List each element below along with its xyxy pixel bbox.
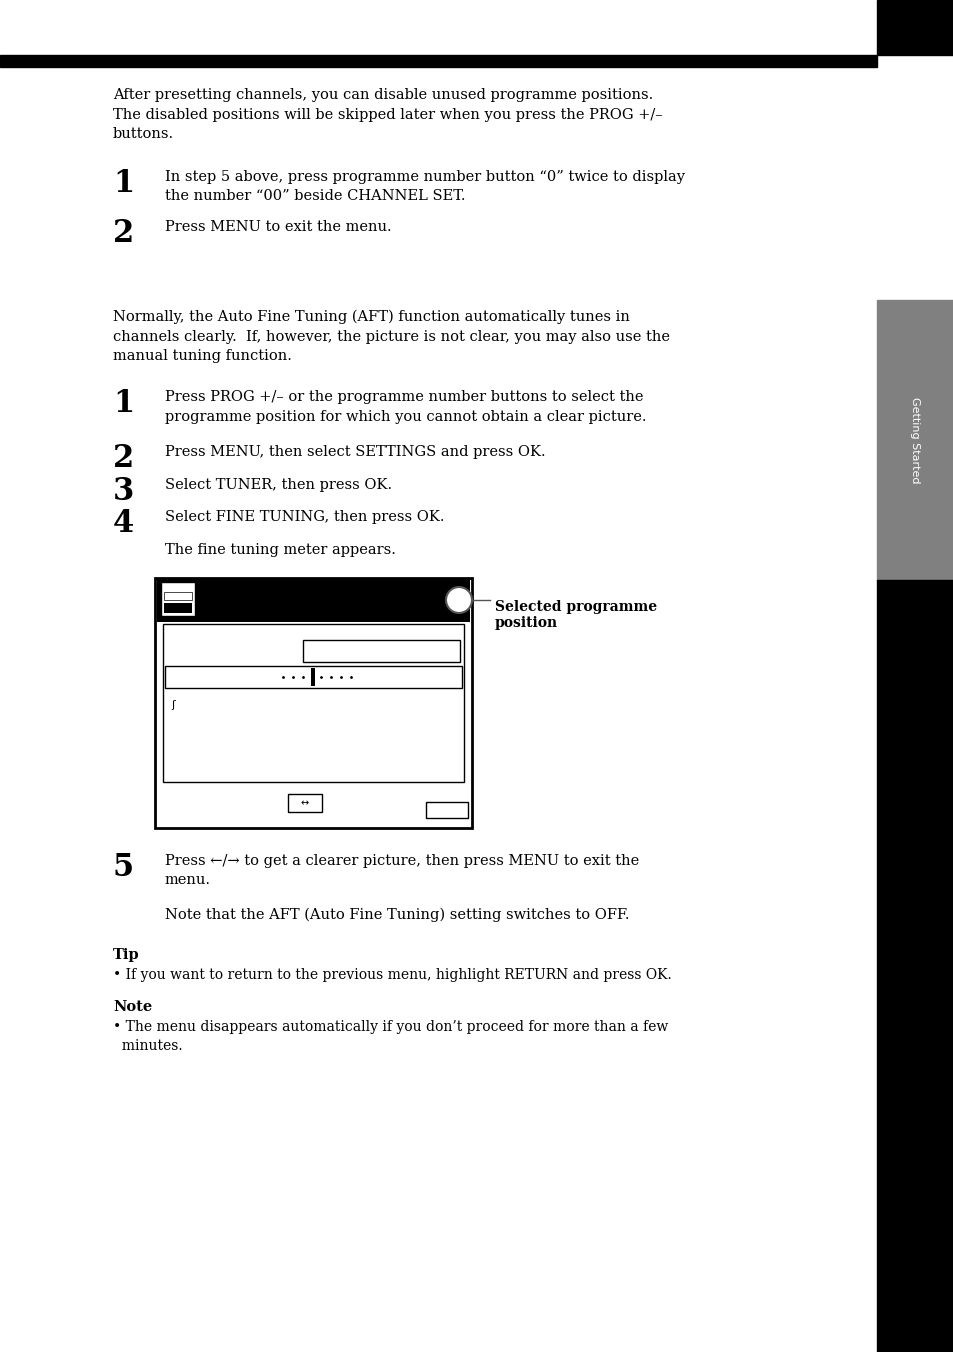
Bar: [154, 579, 472, 827]
Text: 1: 1: [112, 168, 134, 199]
Text: 3: 3: [112, 476, 134, 507]
Text: Normally, the Auto Fine Tuning (AFT) function automatically tunes in
channels cl: Normally, the Auto Fine Tuning (AFT) fun…: [112, 310, 669, 364]
Text: ʃ: ʃ: [171, 700, 174, 710]
Text: Select FINE TUNING, then press OK.: Select FINE TUNING, then press OK.: [165, 510, 444, 525]
Bar: [164, 592, 192, 600]
Circle shape: [446, 587, 472, 612]
Text: 5: 5: [112, 852, 134, 883]
Bar: [164, 603, 192, 612]
Text: Getting Started: Getting Started: [909, 396, 919, 483]
Text: Note that the AFT (Auto Fine Tuning) setting switches to OFF.: Note that the AFT (Auto Fine Tuning) set…: [165, 909, 629, 922]
Bar: [876, 580, 953, 1352]
Bar: [161, 581, 194, 617]
Text: • The menu disappears automatically if you don’t proceed for more than a few
  m: • The menu disappears automatically if y…: [112, 1019, 667, 1053]
Text: ↔: ↔: [300, 798, 309, 808]
Bar: [876, 300, 953, 580]
Text: Selected programme
position: Selected programme position: [495, 600, 657, 630]
Text: Select TUNER, then press OK.: Select TUNER, then press OK.: [165, 479, 392, 492]
Text: In step 5 above, press programme number button “0” twice to display
the number “: In step 5 above, press programme number …: [165, 170, 684, 204]
Bar: [426, 802, 468, 818]
Bar: [157, 579, 470, 622]
Bar: [876, 0, 953, 55]
Bar: [165, 667, 461, 688]
Text: • If you want to return to the previous menu, highlight RETURN and press OK.: • If you want to return to the previous …: [112, 968, 671, 982]
Text: Press PROG +/– or the programme number buttons to select the
programme position : Press PROG +/– or the programme number b…: [165, 389, 646, 423]
Text: The fine tuning meter appears.: The fine tuning meter appears.: [165, 544, 395, 557]
Text: Note: Note: [112, 1000, 152, 1014]
Text: 1: 1: [112, 388, 134, 419]
Bar: [0, 55, 876, 68]
Bar: [311, 668, 314, 685]
Text: 4: 4: [112, 508, 134, 539]
Text: 2: 2: [112, 443, 134, 475]
Bar: [288, 794, 322, 813]
Text: Press ←/→ to get a clearer picture, then press MENU to exit the
menu.: Press ←/→ to get a clearer picture, then…: [165, 854, 639, 887]
Text: After presetting channels, you can disable unused programme positions.
The disab: After presetting channels, you can disab…: [112, 88, 662, 141]
Bar: [163, 625, 463, 781]
Text: Tip: Tip: [112, 948, 139, 963]
Text: 2: 2: [112, 218, 134, 249]
Text: Press MENU, then select SETTINGS and press OK.: Press MENU, then select SETTINGS and pre…: [165, 445, 545, 458]
Text: Press MENU to exit the menu.: Press MENU to exit the menu.: [165, 220, 392, 234]
Bar: [303, 639, 459, 662]
